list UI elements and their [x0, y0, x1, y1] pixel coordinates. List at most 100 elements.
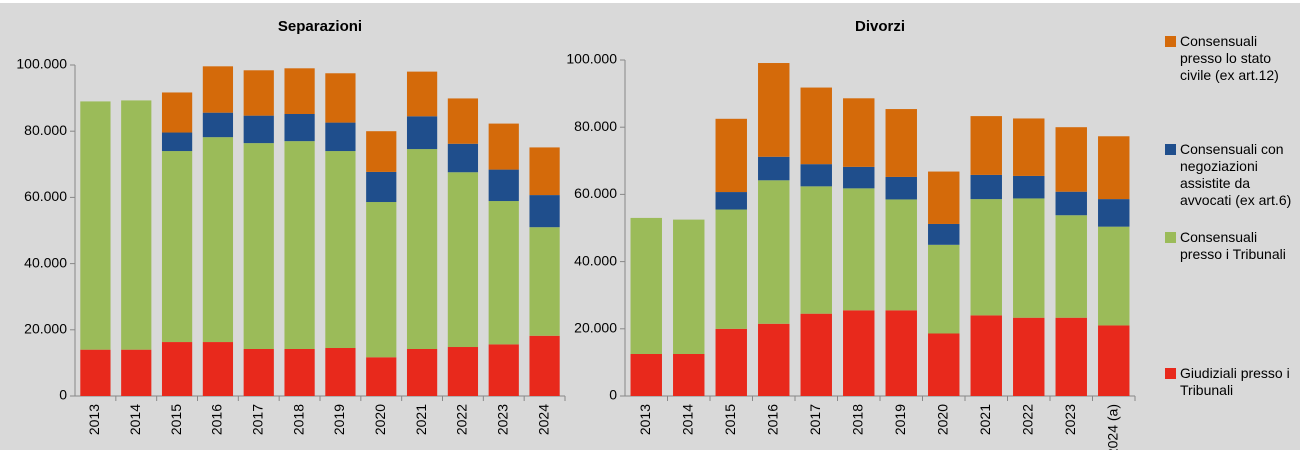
- bar-segment: [715, 118, 747, 193]
- bar-segment: [758, 180, 790, 324]
- bar-segment: [406, 348, 438, 396]
- y-tick-label: 40.000: [24, 254, 67, 270]
- bar-segment: [406, 71, 438, 117]
- legend-swatch: [1165, 368, 1176, 379]
- legend-swatch: [1165, 232, 1176, 243]
- bar-segment: [366, 202, 397, 358]
- bar-segment: [885, 310, 917, 396]
- bar-segment: [715, 328, 747, 396]
- legend-label: Consensuali presso i Tribunali: [1180, 229, 1286, 262]
- bar-segment: [161, 132, 193, 152]
- bar-segment: [800, 87, 832, 165]
- chart-title: Separazioni: [278, 18, 362, 35]
- x-tick-label: 2018: [849, 404, 865, 435]
- bar-segment: [928, 244, 960, 334]
- bar-segment: [1013, 317, 1045, 396]
- bar-segment: [488, 123, 519, 170]
- bar-segment: [758, 156, 790, 181]
- bar-segment: [80, 349, 111, 396]
- legend-label: Consensuali presso lo stato civile (ex a…: [1180, 33, 1279, 83]
- bar-segment: [325, 348, 356, 396]
- bar-segment: [529, 335, 560, 396]
- bar-segment: [673, 354, 705, 396]
- bar-segment: [202, 66, 234, 113]
- bar-segment: [800, 164, 832, 187]
- bar-segment: [1013, 198, 1045, 318]
- bar-segment: [325, 151, 356, 349]
- bar-segment: [800, 186, 832, 314]
- x-tick-label: 2013: [637, 404, 653, 435]
- x-tick-label: 2021: [413, 404, 429, 435]
- x-tick-label: 2015: [168, 404, 184, 435]
- bar-segment: [630, 354, 662, 396]
- legend-item: Consensuali presso lo stato civile (ex a…: [1165, 33, 1300, 84]
- bar-segment: [715, 192, 747, 210]
- bar-segment: [885, 176, 917, 200]
- bar-segment: [447, 172, 479, 348]
- bar-segment: [970, 315, 1002, 396]
- bar-segment: [366, 357, 397, 396]
- bar-segment: [1055, 215, 1087, 318]
- bar-segment: [447, 98, 479, 144]
- bar-segment: [1013, 175, 1045, 199]
- y-tick-label: 60.000: [574, 185, 617, 201]
- bar-segment: [1098, 226, 1130, 326]
- x-tick-label: 2015: [722, 404, 738, 435]
- bar-segment: [970, 116, 1002, 175]
- x-tick-label: 2014: [127, 404, 143, 435]
- bar-segment: [970, 174, 1002, 200]
- x-tick-label: 2018: [290, 404, 306, 435]
- bar-segment: [202, 112, 234, 138]
- bar-segment: [161, 151, 193, 343]
- bar-segment: [488, 201, 519, 345]
- bar-segment: [161, 92, 193, 133]
- bar-segment: [529, 195, 560, 228]
- x-tick-label: 2022: [454, 404, 470, 435]
- legend-swatch: [1165, 144, 1176, 155]
- bar-segment: [447, 143, 479, 173]
- bar-segment: [406, 149, 438, 349]
- x-tick-label: 2021: [977, 404, 993, 435]
- x-tick-label: 2023: [494, 404, 510, 435]
- bar-segment: [885, 199, 917, 311]
- bar-segment: [843, 188, 875, 311]
- bar-segment: [1098, 325, 1130, 396]
- bar-segment: [843, 166, 875, 189]
- y-tick-label: 40.000: [574, 252, 617, 268]
- y-tick-label: 20.000: [574, 320, 617, 336]
- bar-segment: [121, 349, 152, 396]
- x-tick-label: 2016: [209, 404, 225, 435]
- legend-label: Giudiziali presso i Tribunali: [1180, 365, 1290, 398]
- bar-segment: [325, 73, 356, 123]
- bar-segment: [488, 169, 519, 202]
- bar-segment: [928, 333, 960, 396]
- bar-segment: [284, 68, 315, 114]
- bar-segment: [366, 171, 397, 203]
- legend-item: Consensuali presso i Tribunali: [1165, 229, 1300, 263]
- bar-segment: [843, 98, 875, 167]
- x-tick-label: 2020: [372, 404, 388, 435]
- bar-segment: [529, 147, 560, 196]
- legend-item: Giudiziali presso i Tribunali: [1165, 365, 1300, 399]
- bar-segment: [243, 70, 274, 116]
- y-tick-label: 20.000: [24, 321, 67, 337]
- x-tick-label: 2014: [679, 404, 695, 435]
- bar-segment: [447, 347, 479, 396]
- y-tick-label: 80.000: [24, 122, 67, 138]
- bar-segment: [885, 109, 917, 177]
- y-tick-label: 100.000: [566, 51, 617, 67]
- x-tick-label: 2019: [892, 404, 908, 435]
- x-tick-label: 2024: [535, 404, 551, 435]
- y-tick-label: 0: [59, 387, 67, 403]
- bar-segment: [1013, 118, 1045, 176]
- bar-segment: [366, 131, 397, 172]
- bar-segment: [630, 217, 662, 354]
- bar-segment: [715, 209, 747, 329]
- legend-label: Consensuali con negoziazioni assistite d…: [1180, 141, 1292, 208]
- bar-segment: [243, 143, 274, 349]
- bar-segment: [1055, 191, 1087, 216]
- bar-segment: [1055, 127, 1087, 192]
- y-tick-label: 60.000: [24, 188, 67, 204]
- bar-segment: [80, 101, 111, 350]
